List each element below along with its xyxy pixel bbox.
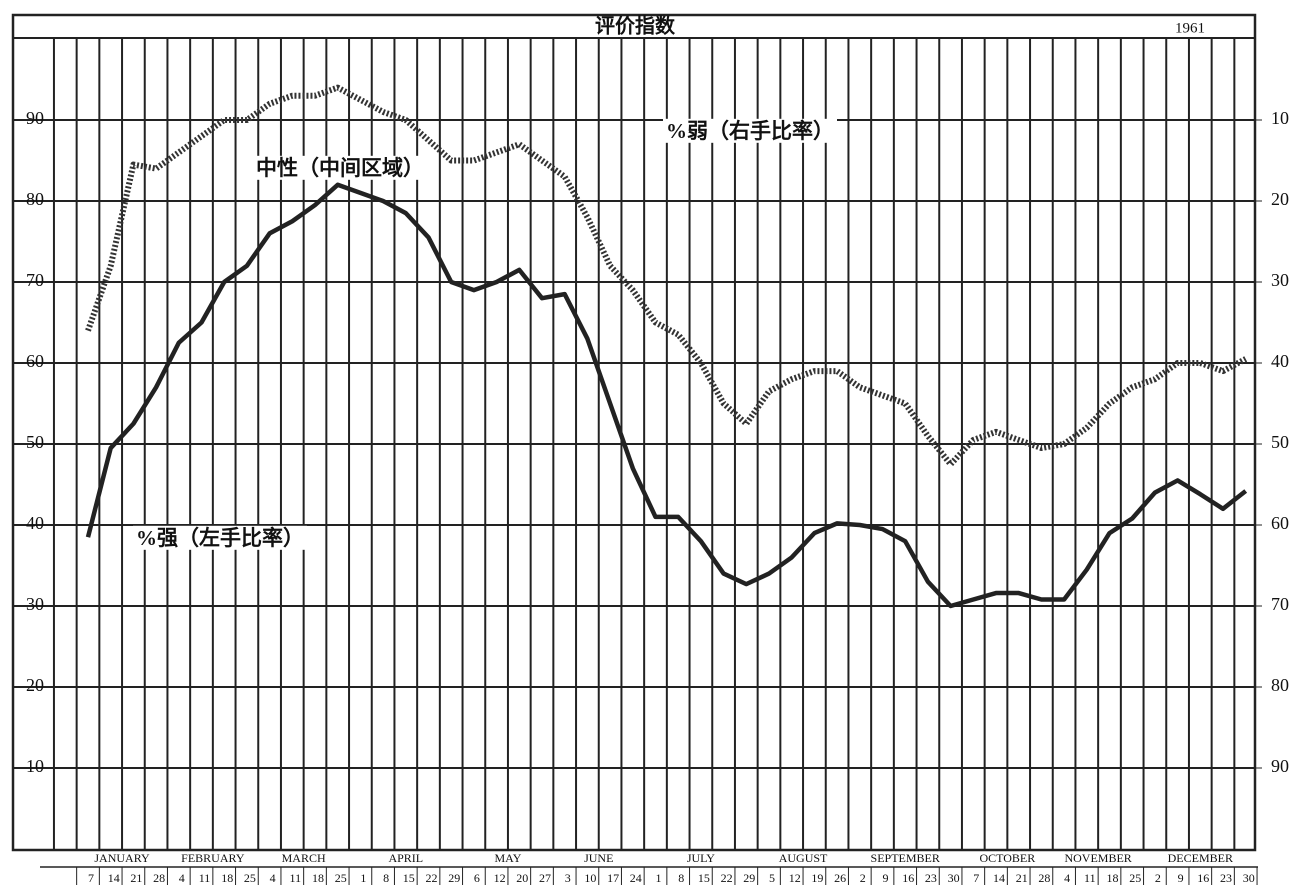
x-tick-label: 5 [769, 871, 775, 885]
x-tick-label: 22 [721, 871, 733, 885]
x-tick-label: 9 [1178, 871, 1184, 885]
x-tick-label: 28 [153, 871, 165, 885]
x-tick-label: 27 [539, 871, 551, 885]
month-label: MAY [494, 851, 521, 865]
x-tick-label: 25 [1129, 871, 1141, 885]
annotation-bg [253, 155, 427, 180]
frame [11, 13, 1257, 852]
y-tick-label: 30 [26, 594, 44, 614]
x-tick-label: 20 [516, 871, 528, 885]
y2-tick-label: 10 [1271, 108, 1289, 128]
x-tick-label: 19 [811, 871, 823, 885]
x-tick-label: 26 [834, 871, 846, 885]
x-tick-label: 30 [948, 871, 960, 885]
chart-title: 评价指数 [595, 14, 676, 38]
x-tick-label: 16 [902, 871, 914, 885]
y2-tick-label: 50 [1271, 432, 1289, 452]
month-label: SEPTEMBER [871, 851, 940, 865]
y-tick-label: 60 [26, 351, 44, 371]
y2-tick-label: 70 [1271, 594, 1289, 614]
x-tick-label: 23 [1220, 871, 1232, 885]
x-tick-label: 12 [789, 871, 801, 885]
solid-line [85, 182, 1248, 609]
title-bg [585, 17, 685, 37]
month-label: JANUARY [94, 851, 150, 865]
x-tick-label: 11 [199, 871, 211, 885]
x-tick-label: 29 [743, 871, 755, 885]
x-tick-label: 29 [448, 871, 460, 885]
y-tick-label: 50 [26, 432, 44, 452]
y-tick-label: 70 [26, 270, 44, 290]
annotation-bg [133, 525, 307, 550]
x-tick-label: 1 [360, 871, 366, 885]
x-tick-label: 25 [244, 871, 256, 885]
month-label: DECEMBER [1168, 851, 1233, 865]
annotation: %强（左手比率） [136, 526, 304, 550]
x-tick-label: 18 [312, 871, 324, 885]
dotted-line [85, 84, 1248, 468]
x-tick-label: 7 [973, 871, 979, 885]
x-tick-label: 6 [474, 871, 480, 885]
y2-tick-label: 30 [1271, 270, 1289, 290]
month-label: JUNE [584, 851, 613, 865]
x-tick-label: 14 [108, 871, 120, 885]
y-tick-label: 20 [26, 675, 44, 695]
x-tick-label: 4 [1064, 871, 1070, 885]
y2-tick-label: 40 [1271, 351, 1289, 371]
x-tick-label: 14 [993, 871, 1005, 885]
y-tick-label: 10 [26, 756, 44, 776]
x-tick-label: 2 [860, 871, 866, 885]
month-label: OCTOBER [979, 851, 1035, 865]
x-tick-label: 22 [426, 871, 438, 885]
x-tick-label: 25 [335, 871, 347, 885]
x-tick-label: 23 [925, 871, 937, 885]
x-tick-label: 21 [130, 871, 142, 885]
month-label: MARCH [282, 851, 326, 865]
x-tick-label: 2 [1155, 871, 1161, 885]
x-tick-label: 16 [1197, 871, 1209, 885]
x-tick-label: 17 [607, 871, 619, 885]
x-tick-label: 7 [88, 871, 94, 885]
month-label: JULY [687, 851, 715, 865]
month-label: NOVEMBER [1064, 851, 1131, 865]
x-tick-label: 11 [1084, 871, 1096, 885]
x-tick-label: 21 [1016, 871, 1028, 885]
x-tick-label: 24 [630, 871, 642, 885]
x-tick-label: 18 [1107, 871, 1119, 885]
annotation: %弱（右手比率） [666, 119, 834, 143]
annotation: 中性（中间区域） [256, 156, 424, 180]
year-label: 1961 [1175, 20, 1205, 36]
y2-tick-label: 20 [1271, 189, 1289, 209]
x-tick-label: 4 [179, 871, 185, 885]
x-tick-label: 9 [883, 871, 889, 885]
month-label: AUGUST [779, 851, 828, 865]
x-tick-label: 30 [1243, 871, 1255, 885]
month-label: FEBRUARY [181, 851, 245, 865]
x-tick-label: 8 [678, 871, 684, 885]
x-tick-label: 11 [290, 871, 302, 885]
y2-tick-label: 80 [1271, 675, 1289, 695]
x-tick-label: 1 [656, 871, 662, 885]
y2-tick-label: 90 [1271, 756, 1289, 776]
x-tick-label: 18 [221, 871, 233, 885]
y-tick-label: 80 [26, 189, 44, 209]
x-tick-label: 3 [565, 871, 571, 885]
x-tick-label: 4 [270, 871, 276, 885]
x-tick-label: 15 [403, 871, 415, 885]
x-tick-label: 10 [584, 871, 596, 885]
y-tick-label: 90 [26, 108, 44, 128]
x-tick-label: 8 [383, 871, 389, 885]
annotation-bg [663, 118, 837, 143]
x-tick-label: 28 [1038, 871, 1050, 885]
month-label: APRIL [388, 851, 423, 865]
y-tick-label: 40 [26, 513, 44, 533]
x-tick-label: 12 [494, 871, 506, 885]
x-tick-label: 15 [698, 871, 710, 885]
y2-tick-label: 60 [1271, 513, 1289, 533]
